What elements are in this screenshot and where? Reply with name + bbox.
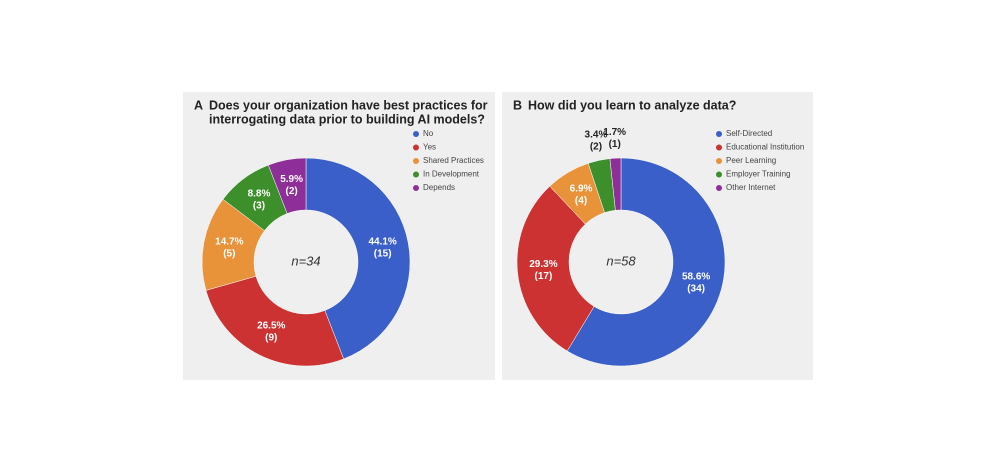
count-label: (17) [535, 271, 553, 282]
legend-marker [413, 131, 419, 137]
legend-marker [413, 185, 419, 191]
count-label: (2) [286, 186, 298, 197]
legend-label: Other Internet [726, 183, 776, 192]
legend-label: Shared Practices [423, 156, 484, 165]
count-label: (1) [609, 139, 621, 150]
panel-letter: B [513, 98, 522, 112]
value-label: 3.4% [585, 129, 608, 140]
legend-label: In Development [423, 170, 480, 179]
legend-label: Depends [423, 183, 455, 192]
count-label: (4) [575, 196, 587, 207]
chart-title: interrogating data prior to building AI … [209, 112, 485, 126]
legend-label: Employer Training [726, 170, 790, 179]
chart-title: Does your organization have best practic… [209, 98, 488, 112]
value-label: 26.5% [257, 320, 285, 331]
value-label: 58.6% [682, 272, 710, 283]
legend-marker [716, 185, 722, 191]
count-label: (2) [590, 141, 602, 152]
donut-slice [305, 157, 411, 360]
value-label: 5.9% [280, 174, 303, 185]
donut-slice [609, 157, 622, 211]
count-label: (9) [265, 332, 277, 343]
count-label: (15) [374, 248, 392, 259]
center-label: n=34 [291, 253, 320, 268]
legend-marker [716, 144, 722, 151]
legend-marker [413, 158, 419, 164]
count-label: (3) [253, 200, 265, 211]
legend-label: No [423, 129, 434, 138]
value-label: 6.9% [570, 184, 593, 195]
legend-marker [716, 171, 722, 178]
value-label: 44.1% [368, 236, 396, 247]
legend-label: Educational Institution [726, 143, 804, 152]
count-label: (5) [223, 248, 235, 259]
legend-label: Yes [423, 143, 436, 152]
value-label: 14.7% [215, 236, 243, 247]
chart-title: How did you learn to analyze data? [528, 98, 736, 112]
donut-slice [566, 157, 726, 367]
legend-marker [413, 171, 419, 178]
center-label: n=58 [606, 253, 636, 268]
value-label: 29.3% [529, 259, 557, 270]
count-label: (34) [687, 284, 705, 295]
value-label: 1.7% [603, 127, 626, 138]
panel-letter: A [194, 98, 203, 112]
legend-label: Peer Learning [726, 156, 776, 165]
legend-label: Self-Directed [726, 129, 772, 138]
donut-slice [267, 157, 307, 214]
donut-slice [516, 185, 595, 352]
legend-marker [716, 158, 722, 164]
value-label: 8.8% [248, 188, 271, 199]
legend-marker [716, 131, 722, 137]
donut-slice [205, 275, 345, 367]
legend-marker [413, 144, 419, 151]
